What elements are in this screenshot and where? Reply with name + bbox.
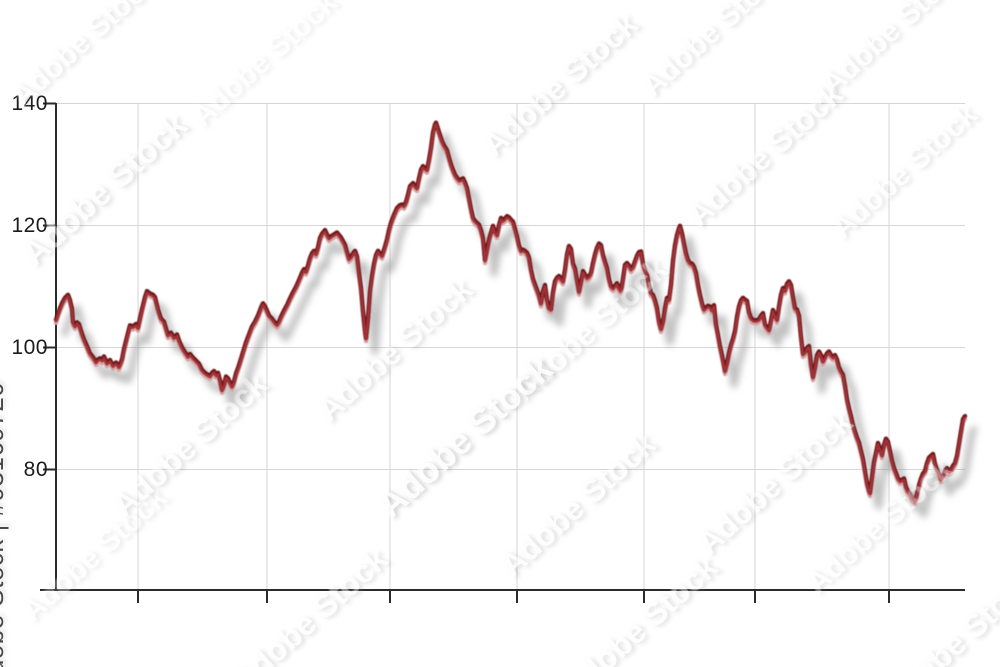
y-axis-label-120: 120 bbox=[11, 214, 48, 237]
y-axis-label-80: 80 bbox=[23, 458, 48, 481]
y-axis-label-100: 100 bbox=[11, 336, 48, 359]
price-line-shadow bbox=[61, 132, 978, 518]
price-line-core bbox=[54, 123, 967, 504]
gridlines bbox=[56, 103, 965, 590]
price-line-light-edge bbox=[53, 123, 968, 507]
adobe-stock-credit-watermark: Adobe Stock | #93169720 bbox=[0, 381, 9, 667]
axis-ticks bbox=[43, 102, 890, 603]
price-line-series bbox=[53, 120, 978, 518]
y-axis-label-140: 140 bbox=[11, 92, 48, 115]
price-line-dark-edge bbox=[53, 120, 968, 504]
